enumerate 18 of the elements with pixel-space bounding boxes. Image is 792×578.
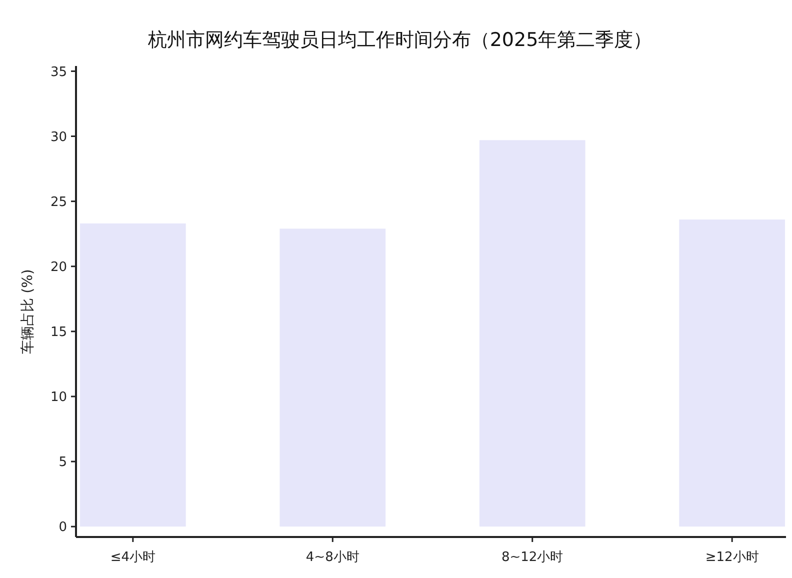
- y-tick-label: 10: [50, 390, 67, 406]
- bar: [479, 140, 586, 527]
- chart-title: 杭州市网约车驾驶员日均工作时间分布（2025年第二季度）: [146, 29, 652, 51]
- y-axis-title: 车辆占比 (%): [20, 269, 36, 354]
- x-tick-label: ≤4小时: [110, 550, 156, 565]
- x-tick-label: 8~12小时: [502, 550, 564, 565]
- y-tick-label: 25: [50, 194, 67, 210]
- y-tick-label: 5: [58, 455, 67, 470]
- bar: [280, 228, 386, 527]
- y-tick-label: 35: [50, 64, 67, 80]
- y-tick-label: 0: [58, 520, 67, 536]
- y-tick-label: 15: [50, 324, 67, 340]
- y-tick-label: 30: [50, 130, 67, 145]
- y-tick-label: 20: [50, 260, 67, 275]
- bar: [679, 220, 785, 527]
- x-tick-label: ≥12小时: [705, 550, 759, 565]
- bar: [80, 223, 186, 527]
- x-tick-label: 4~8小时: [306, 550, 360, 565]
